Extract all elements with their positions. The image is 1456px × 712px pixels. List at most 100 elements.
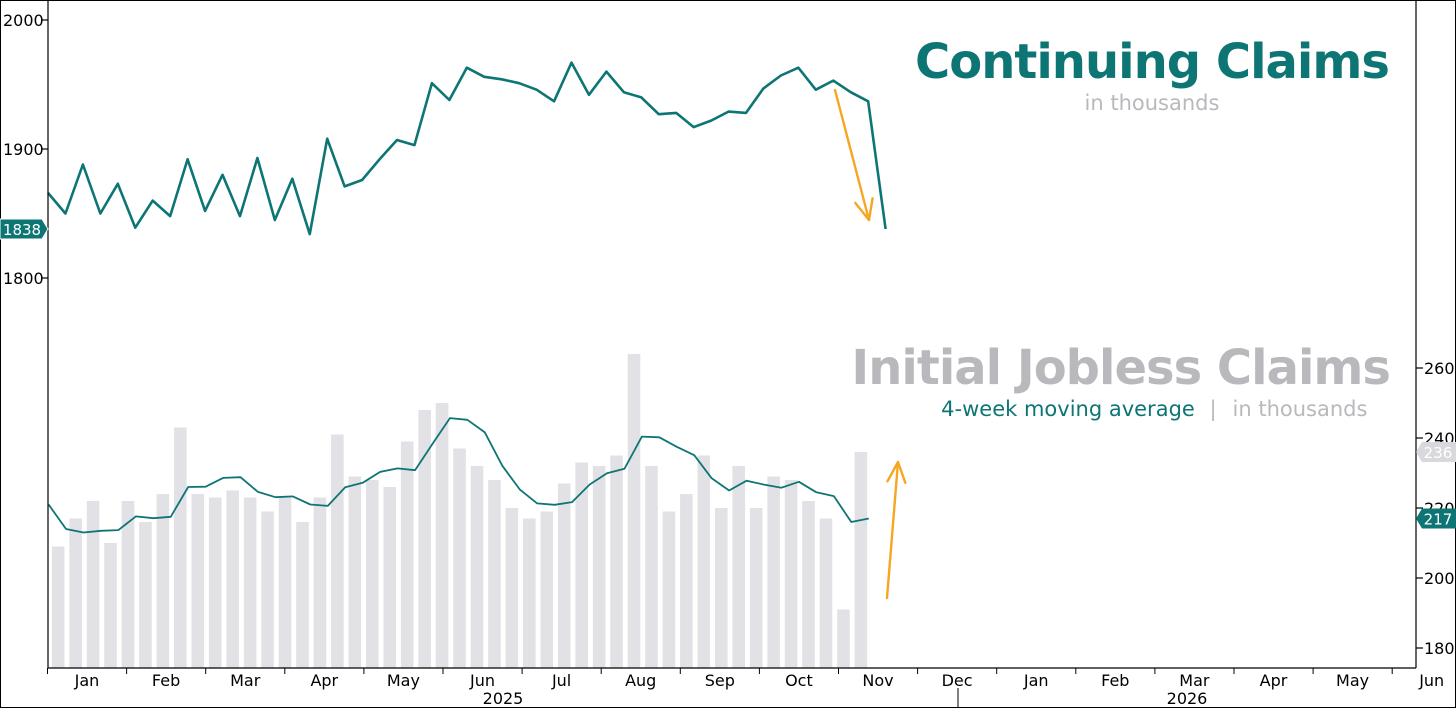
initial-claims-bar bbox=[749, 508, 763, 668]
x-tick-label: Dec bbox=[942, 671, 973, 690]
annotations bbox=[833, 88, 907, 600]
moving-average-line bbox=[47, 417, 869, 534]
x-tick-label: Aug bbox=[625, 671, 656, 690]
initial-claims-bar bbox=[383, 487, 397, 668]
initial-claims-subtitle-units: in thousands bbox=[1233, 397, 1368, 421]
x-tick-label: Sep bbox=[705, 671, 735, 690]
initial-claims-bar bbox=[400, 441, 414, 668]
initial-claims-bar bbox=[767, 476, 780, 668]
initial-claims-bar bbox=[435, 403, 449, 668]
initial-claims-bar bbox=[854, 452, 868, 668]
up-arrow-initial-claims-head bbox=[886, 460, 907, 484]
initial-claims-bar bbox=[697, 455, 711, 668]
initial-claims-bar bbox=[139, 522, 152, 668]
left-value-tag-shape bbox=[0, 218, 49, 240]
initial-claims-bar bbox=[732, 466, 746, 668]
initial-claims-bars bbox=[51, 354, 868, 668]
initial-claims-bar bbox=[523, 518, 536, 668]
right-value-tag-label: 217 bbox=[1424, 511, 1453, 529]
right-tick-label: 180 bbox=[1424, 639, 1455, 658]
initial-claims-bar bbox=[331, 434, 344, 668]
initial-claims-bar bbox=[819, 518, 833, 668]
initial-claims-bar bbox=[488, 480, 501, 668]
right-tick-label: 260 bbox=[1424, 359, 1455, 378]
initial-claims-bar bbox=[714, 508, 728, 668]
initial-claims-bar bbox=[348, 476, 362, 668]
initial-claims-title: Initial Jobless Claims bbox=[851, 340, 1390, 396]
initial-claims-bar bbox=[69, 518, 82, 668]
initial-claims-bar bbox=[86, 501, 100, 668]
initial-claims-bar bbox=[418, 410, 431, 668]
left-tick-label: 1800 bbox=[3, 269, 44, 288]
right-tick-label: 200 bbox=[1424, 569, 1455, 588]
series-lines bbox=[47, 61, 887, 534]
right-value-tag-shape bbox=[1416, 442, 1456, 462]
axes bbox=[47, 0, 1417, 708]
continuing-claims-line bbox=[47, 61, 887, 236]
initial-claims-bar bbox=[662, 511, 676, 668]
x-tick-label: Jul bbox=[551, 671, 571, 690]
initial-claims-bar bbox=[505, 508, 519, 668]
x-tick-label: Jun bbox=[1418, 671, 1444, 690]
initial-claims-bar bbox=[680, 494, 693, 668]
initial-claims-bar bbox=[837, 609, 850, 668]
left-value-tag-label: 1838 bbox=[3, 221, 41, 239]
continuing-claims-title: Continuing Claims bbox=[915, 34, 1389, 90]
down-arrow-continuing-claims-shaft bbox=[833, 88, 871, 222]
x-year-label: 2026 bbox=[1167, 689, 1208, 708]
initial-claims-bar bbox=[453, 448, 466, 668]
up-arrow-initial-claims-shaft bbox=[885, 460, 900, 600]
x-tick-label: Mar bbox=[1179, 671, 1210, 690]
continuing-claims-subtitle: in thousands bbox=[1085, 91, 1220, 115]
x-tick-label: May bbox=[387, 671, 420, 690]
x-tick-label: Oct bbox=[785, 671, 813, 690]
initial-claims-bar bbox=[627, 354, 641, 668]
x-tick-label: Jan bbox=[1023, 671, 1049, 690]
left-tick-label: 2000 bbox=[3, 11, 44, 30]
initial-claims-bar bbox=[645, 466, 658, 668]
x-tick-label: Jan bbox=[74, 671, 100, 690]
x-tick-label: Apr bbox=[1260, 671, 1288, 690]
right-value-tag-label: 236 bbox=[1424, 444, 1453, 462]
initial-claims-bar bbox=[174, 427, 187, 668]
x-tick-label: Mar bbox=[230, 671, 261, 690]
initial-claims-bar bbox=[557, 483, 571, 668]
x-tick-label: Feb bbox=[152, 671, 180, 690]
ticks: 180019002000180200220240260JanFebMarAprM… bbox=[0, 11, 1456, 708]
left-value-tag: 1838 bbox=[0, 218, 49, 240]
initial-claims-subtitle-series: 4-week moving average bbox=[941, 397, 1195, 421]
initial-claims-bar bbox=[470, 466, 484, 668]
initial-claims-bar bbox=[592, 466, 606, 668]
x-tick-label: Nov bbox=[862, 671, 893, 690]
initial-claims-bar bbox=[51, 546, 65, 668]
initial-claims-bar bbox=[261, 511, 274, 668]
right-value-tag: 236 bbox=[1416, 442, 1456, 462]
initial-claims-bar bbox=[296, 522, 309, 668]
initial-claims-bar bbox=[156, 494, 170, 668]
continuing-claims-title-block: Continuing Claims in thousands bbox=[915, 34, 1390, 115]
initial-claims-bar bbox=[784, 480, 798, 668]
initial-claims-bar bbox=[540, 511, 554, 668]
down-arrow-continuing-claims bbox=[833, 88, 874, 222]
initial-claims-bar bbox=[208, 497, 222, 668]
initial-claims-title-block: Initial Jobless Claims 4-week moving ave… bbox=[851, 340, 1391, 422]
x-year-label: 2025 bbox=[483, 689, 524, 708]
initial-claims-bar bbox=[575, 462, 588, 668]
up-arrow-initial-claims bbox=[885, 460, 907, 600]
initial-claims-bar bbox=[365, 480, 379, 668]
down-arrow-continuing-claims-head bbox=[854, 197, 874, 222]
x-tick-label: Apr bbox=[310, 671, 338, 690]
initial-claims-bar bbox=[313, 497, 327, 668]
x-tick-label: Feb bbox=[1101, 671, 1129, 690]
initial-claims-bar bbox=[226, 490, 239, 668]
x-tick-label: May bbox=[1336, 671, 1369, 690]
right-value-tag: 217 bbox=[1416, 508, 1456, 529]
initial-claims-bar bbox=[278, 497, 292, 668]
x-tick-label: Jun bbox=[469, 671, 495, 690]
initial-claims-bar bbox=[104, 543, 117, 668]
left-tick-label: 1900 bbox=[3, 140, 44, 159]
initial-claims-bar bbox=[121, 501, 135, 668]
